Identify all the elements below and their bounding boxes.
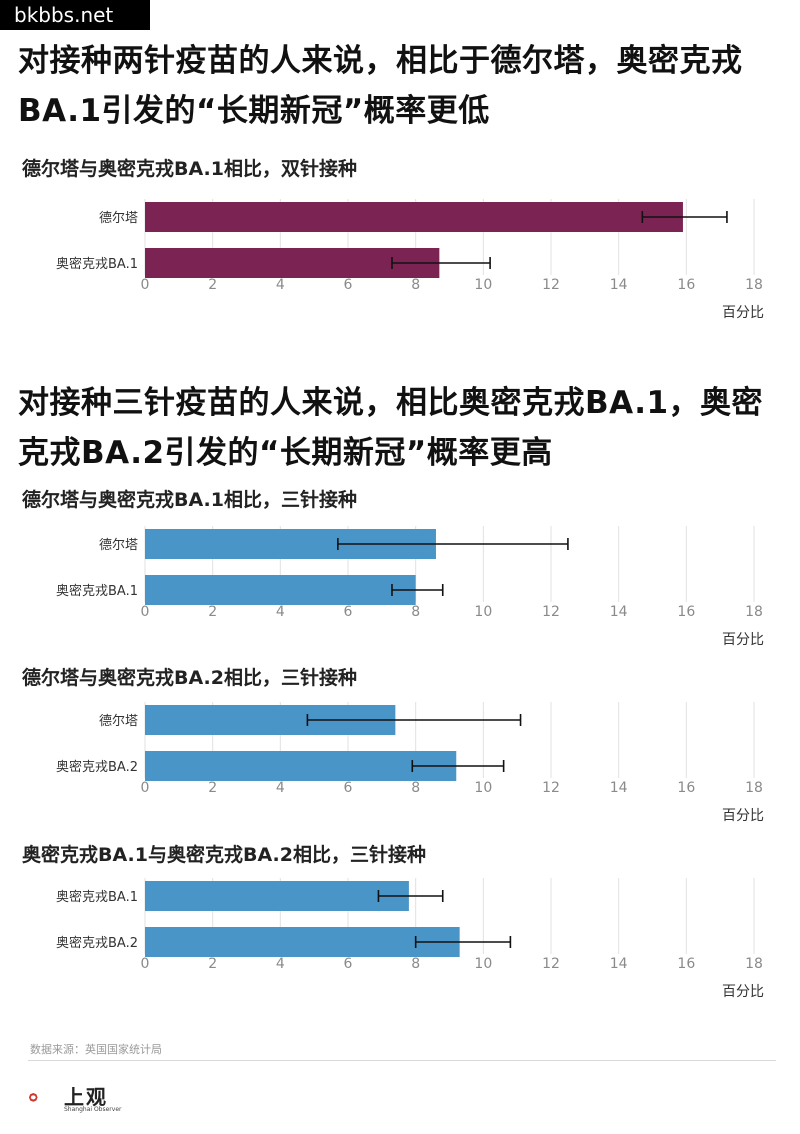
- x-tick-label: 12: [542, 780, 560, 796]
- x-axis-unit-label: 百分比: [722, 305, 764, 321]
- chart-title-4: 奥密克戎BA.1与奥密克戎BA.2相比，三针接种: [22, 844, 426, 866]
- x-axis-unit-label: 百分比: [722, 808, 764, 824]
- x-tick-label: 14: [610, 604, 628, 620]
- bar: [145, 751, 457, 781]
- x-tick-label: 10: [474, 604, 492, 620]
- x-tick-label: 16: [677, 956, 695, 972]
- x-tick-label: 0: [141, 277, 150, 293]
- category-label: 奥密克戎BA.1: [56, 583, 138, 599]
- chart-title-3: 德尔塔与奥密克戎BA.2相比，三针接种: [22, 667, 357, 689]
- watermark: bkbbs.net: [0, 0, 150, 30]
- x-tick-label: 2: [208, 277, 217, 293]
- x-tick-label: 10: [474, 956, 492, 972]
- x-axis-unit-label: 百分比: [722, 632, 764, 648]
- x-tick-label: 8: [411, 956, 420, 972]
- x-tick-label: 6: [344, 604, 353, 620]
- bar: [145, 881, 409, 911]
- category-label: 奥密克戎BA.1: [56, 256, 138, 272]
- x-tick-label: 16: [677, 277, 695, 293]
- x-tick-label: 4: [276, 277, 285, 293]
- bar: [145, 248, 440, 278]
- bar: [145, 202, 683, 232]
- x-tick-label: 18: [745, 780, 763, 796]
- x-tick-label: 10: [474, 277, 492, 293]
- x-tick-label: 4: [276, 956, 285, 972]
- shanghai-observer-logo-icon: [28, 1093, 38, 1102]
- x-tick-label: 8: [411, 780, 420, 796]
- x-tick-label: 4: [276, 780, 285, 796]
- footer-divider: [28, 1060, 776, 1061]
- logo-subtitle: Shanghai Observer: [64, 1106, 122, 1113]
- x-tick-label: 12: [542, 956, 560, 972]
- x-tick-label: 6: [344, 277, 353, 293]
- x-tick-label: 4: [276, 604, 285, 620]
- x-tick-label: 6: [344, 780, 353, 796]
- x-tick-label: 18: [745, 956, 763, 972]
- x-tick-label: 18: [745, 604, 763, 620]
- x-tick-label: 14: [610, 277, 628, 293]
- category-label: 奥密克戎BA.2: [56, 759, 138, 775]
- x-tick-label: 18: [745, 277, 763, 293]
- category-label: 德尔塔: [99, 211, 138, 226]
- x-tick-label: 0: [141, 956, 150, 972]
- x-tick-label: 2: [208, 780, 217, 796]
- x-axis-unit-label: 百分比: [722, 984, 764, 1000]
- x-tick-label: 16: [677, 604, 695, 620]
- x-tick-label: 8: [411, 277, 420, 293]
- category-label: 奥密克戎BA.2: [56, 935, 138, 951]
- x-tick-label: 12: [542, 604, 560, 620]
- x-tick-label: 2: [208, 604, 217, 620]
- headline-three-dose: 对接种三针疫苗的人来说，相比奥密克戎BA.1，奥密克戎BA.2引发的“长期新冠”…: [18, 385, 764, 471]
- chart-title-2: 德尔塔与奥密克戎BA.1相比，三针接种: [22, 489, 357, 511]
- bar: [145, 927, 460, 957]
- category-label: 德尔塔: [99, 714, 138, 729]
- headline-two-dose: 对接种两针疫苗的人来说，相比于德尔塔，奥密克戎BA.1引发的“长期新冠”概率更低: [18, 43, 743, 129]
- x-tick-label: 0: [141, 780, 150, 796]
- x-tick-label: 14: [610, 956, 628, 972]
- x-tick-label: 14: [610, 780, 628, 796]
- category-label: 德尔塔: [99, 538, 138, 553]
- x-tick-label: 16: [677, 780, 695, 796]
- x-tick-label: 6: [344, 956, 353, 972]
- bar: [145, 575, 416, 605]
- x-tick-label: 8: [411, 604, 420, 620]
- x-tick-label: 0: [141, 604, 150, 620]
- x-tick-label: 12: [542, 277, 560, 293]
- category-label: 奥密克戎BA.1: [56, 889, 138, 905]
- logo-name: 上观: [64, 1085, 108, 1109]
- chart-title-1: 德尔塔与奥密克戎BA.1相比，双针接种: [22, 158, 357, 180]
- x-tick-label: 10: [474, 780, 492, 796]
- data-source: 数据来源：英国国家统计局: [30, 1043, 162, 1056]
- x-tick-label: 2: [208, 956, 217, 972]
